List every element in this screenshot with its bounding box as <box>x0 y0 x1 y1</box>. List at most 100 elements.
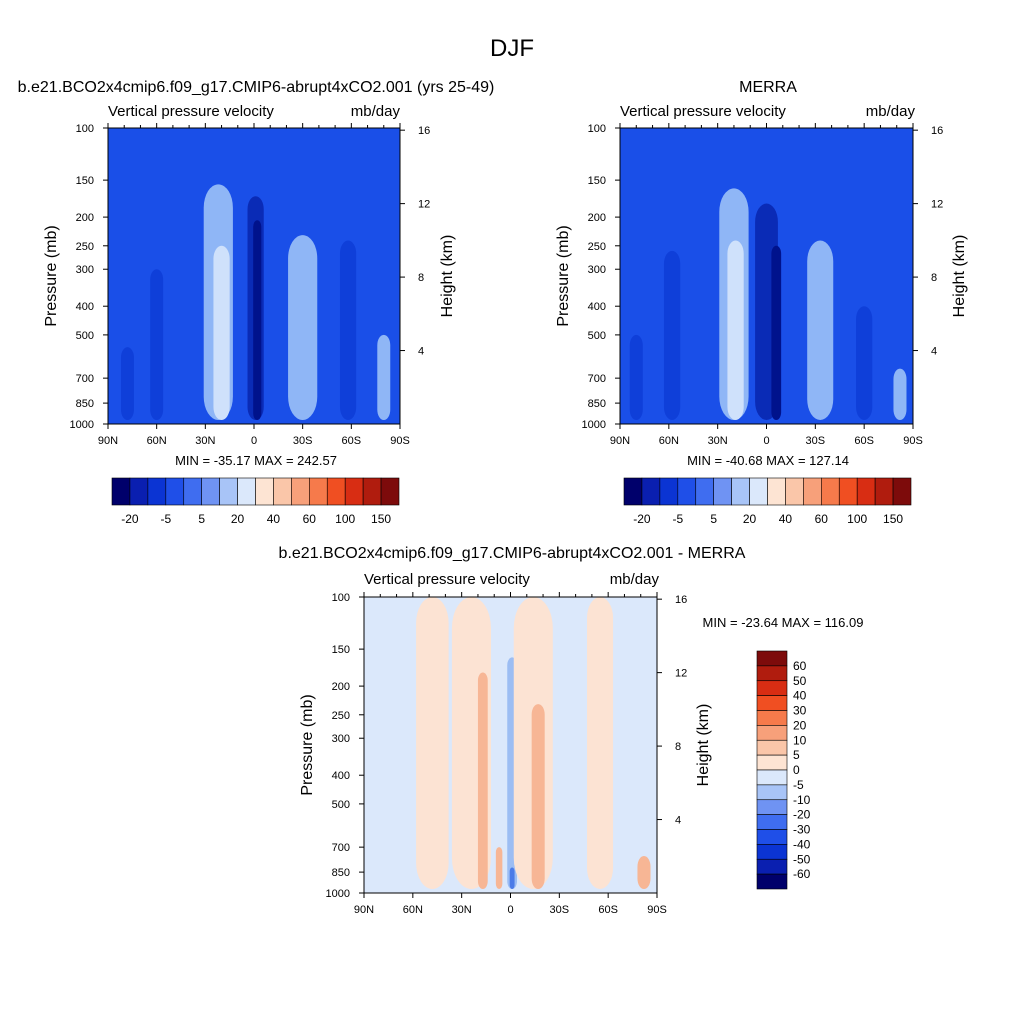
model-colorbar-swatch <box>111 477 131 506</box>
model-ytick-right-label: 16 <box>418 125 430 137</box>
model-colorbar-label: 60 <box>303 512 317 526</box>
model-ytick-label: 500 <box>76 330 94 342</box>
diff-colorbar-label: -20 <box>793 808 811 822</box>
model-ytick-right-label: 8 <box>418 272 424 284</box>
diff-xtick-label: 30N <box>452 904 472 916</box>
obs-colorbar-swatch <box>838 477 858 506</box>
obs-colorbar-swatch <box>892 477 912 506</box>
obs-colorbar-swatch <box>623 477 643 506</box>
diff-field-band <box>416 597 449 889</box>
obs-colorbar-swatch <box>785 477 804 506</box>
diff-field-band <box>531 704 545 889</box>
model-field-band <box>120 347 134 420</box>
model-field-band <box>339 240 357 420</box>
diff-colorbar-swatch <box>756 665 788 682</box>
diff-ytick-right-label: 16 <box>675 594 687 606</box>
obs-ytick-label: 300 <box>588 264 606 276</box>
obs-ytick-label: 850 <box>588 398 606 410</box>
model-ytick-label: 400 <box>76 301 94 313</box>
model-xtick-label: 30N <box>195 435 215 447</box>
diff-ytick-label: 500 <box>332 799 350 811</box>
obs-colorbar-swatch <box>874 477 894 506</box>
obs-colorbar-label: 60 <box>815 512 829 526</box>
figure-title: DJF <box>490 35 534 62</box>
diff-colorbar-label: -10 <box>793 793 811 807</box>
diff-colorbar-swatch <box>756 829 788 845</box>
panel-obs-right-string: mb/day <box>866 103 916 120</box>
diff-ytick-label: 850 <box>332 867 350 879</box>
panel-diff: b.e21.BCO2x4cmip6.f09_g17.CMIP6-abrupt4x… <box>279 545 864 916</box>
model-colorbar-swatch <box>165 477 185 506</box>
panel-obs-colorbar: -20 -5 5 20 40 60 100 150 <box>623 477 912 526</box>
diff-xtick-label: 60N <box>403 904 423 916</box>
diff-colorbar-swatch <box>756 814 788 830</box>
model-ytick-right-label: 12 <box>418 199 430 211</box>
diff-colorbar-swatch <box>756 739 788 756</box>
panel-model-colorbar: -20 -5 5 20 40 60 100 150 <box>111 477 400 526</box>
diff-colorbar-swatch <box>756 799 788 815</box>
diff-colorbar-label: 5 <box>793 748 800 762</box>
model-colorbar-swatch <box>219 477 238 506</box>
diff-colorbar-label: 30 <box>793 704 807 718</box>
panel-model-ylabel-right: Height (km) <box>439 235 456 318</box>
obs-colorbar-swatch <box>803 477 822 506</box>
diff-ytick-right-label: 4 <box>675 815 681 827</box>
obs-xtick-label: 0 <box>763 435 769 447</box>
model-colorbar-label: -20 <box>121 512 139 526</box>
diff-colorbar-label: 0 <box>793 763 800 777</box>
obs-field-band <box>771 245 782 420</box>
diff-colorbar-swatch <box>756 650 788 667</box>
obs-ytick-label: 250 <box>588 241 606 253</box>
model-field-band <box>150 269 164 420</box>
obs-colorbar-swatch <box>856 477 876 506</box>
panel-diff-plot-area: 90N 60N 30N 0 30S 60S 90S 100 150 200 250 300 400 500… <box>326 592 687 916</box>
obs-colorbar-label: 5 <box>710 512 717 526</box>
obs-colorbar-swatch <box>713 477 732 506</box>
model-colorbar-swatch <box>326 477 346 506</box>
diff-ytick-right-label: 12 <box>675 668 687 680</box>
obs-ytick-label: 150 <box>588 175 606 187</box>
diff-ytick-label: 150 <box>332 644 350 656</box>
obs-colorbar-swatch <box>821 477 840 506</box>
model-ytick-label: 850 <box>76 398 94 410</box>
model-colorbar-swatch <box>237 477 256 506</box>
obs-field-band <box>856 306 873 420</box>
diff-colorbar-label: 20 <box>793 718 807 732</box>
model-ytick-label: 150 <box>76 175 94 187</box>
model-field-band <box>213 245 230 420</box>
panel-model: b.e21.BCO2x4cmip6.f09_g17.CMIP6-abrupt4x… <box>18 79 495 526</box>
diff-colorbar-swatch <box>756 844 788 860</box>
diff-colorbar-swatch <box>756 769 788 786</box>
obs-xtick-label: 60N <box>659 435 679 447</box>
model-colorbar-swatch <box>344 477 364 506</box>
obs-xtick-label: 90S <box>903 435 923 447</box>
diff-colorbar-label: -30 <box>793 823 811 837</box>
diff-field-band <box>637 856 651 889</box>
obs-ytick-right-label: 4 <box>931 346 937 358</box>
obs-field-band <box>727 240 744 420</box>
model-colorbar-swatch <box>147 477 167 506</box>
model-colorbar-swatch <box>291 477 310 506</box>
diff-ytick-label: 300 <box>332 733 350 745</box>
panel-diff-ylabel: Pressure (mb) <box>299 694 316 795</box>
diff-colorbar-label: 10 <box>793 733 807 747</box>
model-ytick-label: 200 <box>76 212 94 224</box>
obs-ytick-label: 200 <box>588 212 606 224</box>
obs-field-band <box>807 240 834 420</box>
obs-ytick-right-label: 16 <box>931 125 943 137</box>
obs-field-band <box>893 368 907 420</box>
obs-colorbar-swatch <box>767 477 786 506</box>
obs-colorbar-label: 20 <box>743 512 757 526</box>
diff-ytick-right-label: 8 <box>675 741 681 753</box>
model-colorbar-swatch <box>183 477 202 506</box>
obs-colorbar-label: -5 <box>672 512 683 526</box>
panel-diff-stats: MIN = -23.64 MAX = 116.09 <box>703 615 864 630</box>
obs-ytick-label: 100 <box>588 123 606 135</box>
panel-diff-left-string: Vertical pressure velocity <box>364 571 530 588</box>
diff-ytick-label: 400 <box>332 770 350 782</box>
obs-colorbar-label: 150 <box>883 512 903 526</box>
diff-xtick-label: 60S <box>598 904 618 916</box>
panel-model-title: b.e21.BCO2x4cmip6.f09_g17.CMIP6-abrupt4x… <box>18 79 495 96</box>
diff-field-band <box>495 847 503 889</box>
